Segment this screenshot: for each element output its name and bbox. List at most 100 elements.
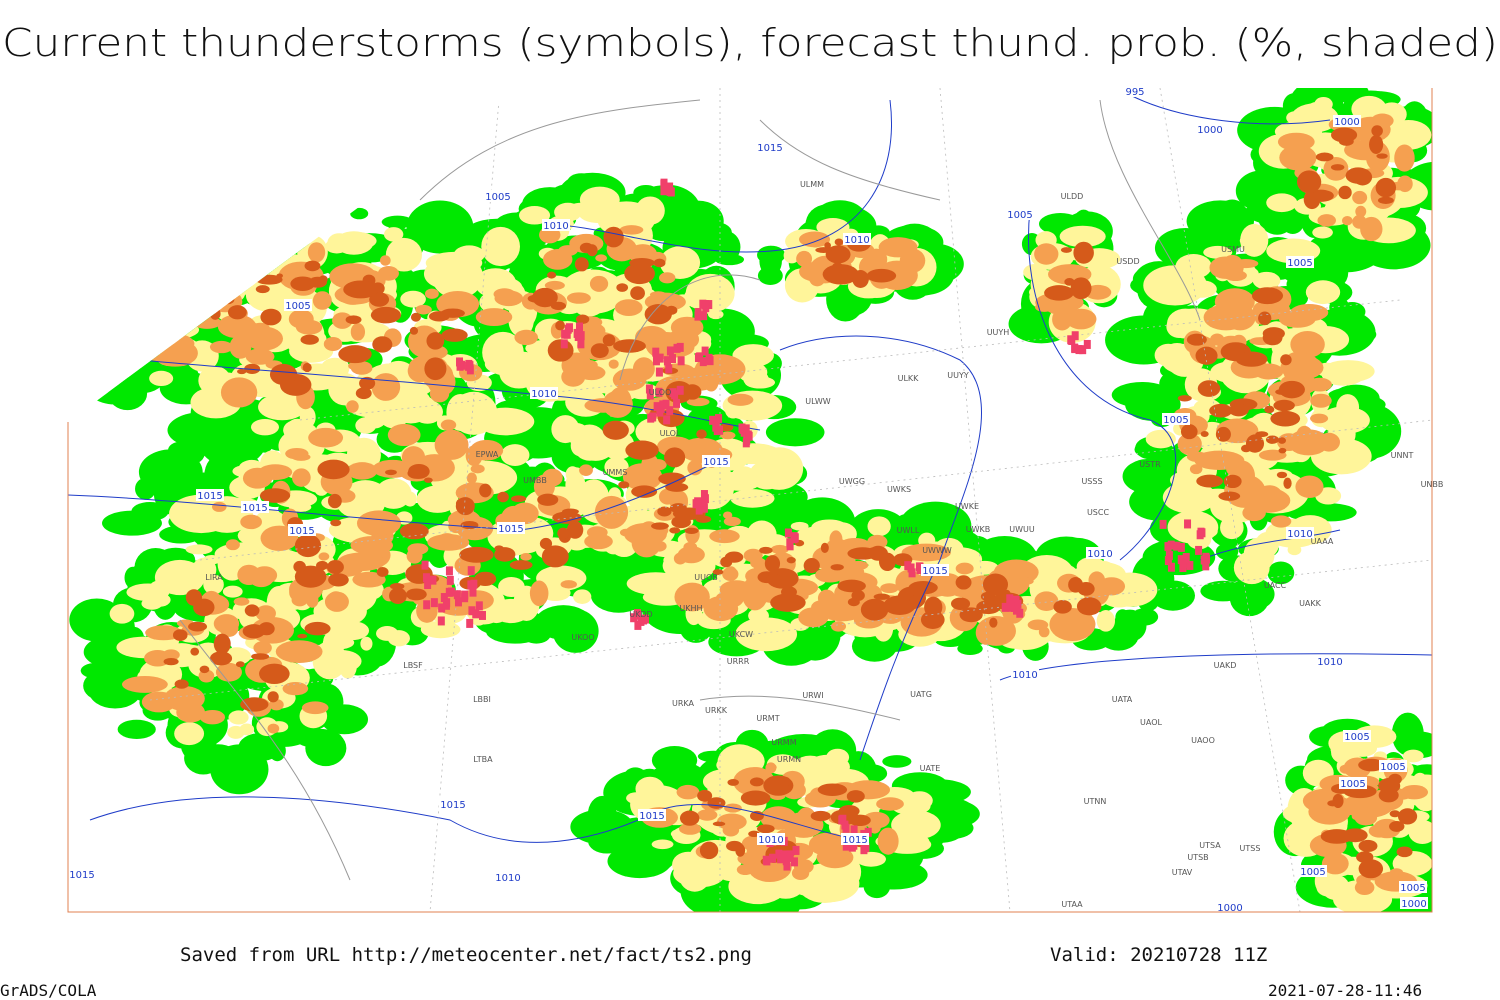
shading-cell bbox=[387, 630, 410, 647]
shading-cell bbox=[955, 575, 972, 590]
shading-cell bbox=[240, 697, 269, 712]
station-code: UWKE bbox=[955, 502, 979, 511]
shading-cell bbox=[162, 251, 211, 281]
shading-cell bbox=[308, 276, 327, 288]
thunderstorm-symbol bbox=[706, 356, 714, 366]
shading-cell bbox=[424, 357, 447, 381]
shading-cell bbox=[481, 226, 520, 267]
shading-cell bbox=[951, 597, 971, 610]
shading-cell bbox=[723, 516, 741, 527]
shading-cell bbox=[697, 789, 713, 802]
shading-cell bbox=[1312, 226, 1333, 239]
shading-cell bbox=[221, 221, 281, 261]
shading-cell bbox=[476, 407, 535, 436]
shading-cell bbox=[765, 763, 777, 771]
probability-shading bbox=[68, 88, 1432, 912]
shading-cell bbox=[376, 567, 389, 577]
shading-cell bbox=[547, 339, 574, 362]
station-code: UATA bbox=[1112, 695, 1133, 704]
shading-cell bbox=[255, 605, 276, 622]
isobar-label: 1005 bbox=[1340, 779, 1365, 790]
station-code: URRR bbox=[727, 657, 750, 666]
thunderstorm-symbol bbox=[738, 423, 746, 433]
shading-cell bbox=[162, 314, 195, 333]
isobar-label: 1005 bbox=[1400, 883, 1425, 894]
shading-cell bbox=[1330, 164, 1345, 171]
shading-cell bbox=[371, 373, 401, 401]
shading-cell bbox=[237, 368, 247, 375]
thunderstorm-symbol bbox=[790, 857, 798, 867]
shading-cell bbox=[1358, 859, 1384, 879]
shading-cell bbox=[757, 824, 775, 834]
shading-cell bbox=[267, 691, 279, 703]
thunderstorm-symbol bbox=[422, 573, 430, 583]
thunderstorm-symbol bbox=[478, 610, 486, 620]
shading-cell bbox=[225, 539, 240, 551]
shading-cell bbox=[1200, 431, 1209, 438]
station-code: UAKD bbox=[1214, 661, 1237, 670]
isobar-label: 1005 bbox=[1344, 732, 1369, 743]
shading-cell bbox=[275, 640, 323, 664]
shading-cell bbox=[1115, 609, 1130, 626]
shading-cell bbox=[1214, 288, 1255, 316]
shading-cell bbox=[295, 319, 323, 335]
shading-cell bbox=[669, 527, 681, 534]
shading-cell bbox=[552, 511, 582, 524]
shading-cell bbox=[241, 269, 259, 285]
shading-cell bbox=[705, 774, 731, 789]
shading-cell bbox=[267, 723, 280, 734]
isobar-label: 1010 bbox=[844, 235, 869, 246]
thunderstorm-symbol bbox=[430, 598, 438, 608]
station-code: UWKB bbox=[966, 525, 991, 534]
thunderstorm-symbol bbox=[701, 494, 709, 504]
shading-cell bbox=[1180, 424, 1198, 440]
isobar-label: 1005 bbox=[1300, 867, 1325, 878]
isobar-label: 1000 bbox=[1334, 117, 1359, 128]
shading-cell bbox=[1358, 839, 1378, 853]
shading-cell bbox=[848, 814, 871, 827]
shading-cell bbox=[494, 547, 516, 562]
isobar-label: 1015 bbox=[69, 870, 94, 881]
shading-cell bbox=[1321, 360, 1375, 383]
isobar-label: 1015 bbox=[842, 835, 867, 846]
thunderstorm-symbol bbox=[769, 853, 777, 863]
thunderstorm-symbol bbox=[466, 365, 474, 375]
shading-cell bbox=[273, 239, 296, 255]
shading-cell bbox=[652, 540, 667, 552]
shading-cell bbox=[346, 462, 378, 480]
shading-cell bbox=[1360, 216, 1383, 242]
shading-cell bbox=[307, 242, 326, 263]
thunderstorm-symbol bbox=[442, 600, 450, 610]
thunderstorm-symbol bbox=[662, 399, 670, 409]
station-code: URWI bbox=[802, 691, 823, 700]
station-code: UWWW bbox=[922, 546, 952, 555]
shading-cell bbox=[260, 488, 291, 503]
shading-cell bbox=[679, 810, 700, 826]
thunderstorm-symbol bbox=[677, 356, 685, 366]
shading-cell bbox=[740, 790, 771, 806]
shading-cell bbox=[1197, 380, 1221, 397]
shading-cell bbox=[555, 320, 565, 331]
station-code: UKOO bbox=[571, 633, 594, 642]
thunderstorm-symbol bbox=[1202, 561, 1210, 571]
title: Current thunderstorms (symbols), forecas… bbox=[2, 21, 1498, 65]
shading-cell bbox=[757, 245, 786, 265]
shading-cell bbox=[86, 303, 142, 351]
shading-cell bbox=[190, 647, 200, 656]
shading-cell bbox=[759, 546, 773, 554]
shading-cell bbox=[696, 429, 707, 439]
shading-cell bbox=[1044, 285, 1074, 301]
thunderstorm-symbol bbox=[649, 412, 657, 422]
shading-cell bbox=[1368, 824, 1391, 838]
isobar-label: 1000 bbox=[1197, 125, 1222, 136]
thunderstorm-symbol bbox=[421, 560, 429, 570]
shading-cell bbox=[242, 624, 266, 639]
thunderstorm-symbol bbox=[454, 597, 462, 607]
thunderstorm-symbol bbox=[1164, 556, 1172, 566]
shading-cell bbox=[300, 334, 319, 345]
shading-cell bbox=[346, 400, 359, 413]
shading-cell bbox=[727, 393, 754, 406]
shading-cell bbox=[149, 253, 186, 269]
shading-cell bbox=[532, 287, 558, 308]
shading-cell bbox=[222, 417, 255, 435]
